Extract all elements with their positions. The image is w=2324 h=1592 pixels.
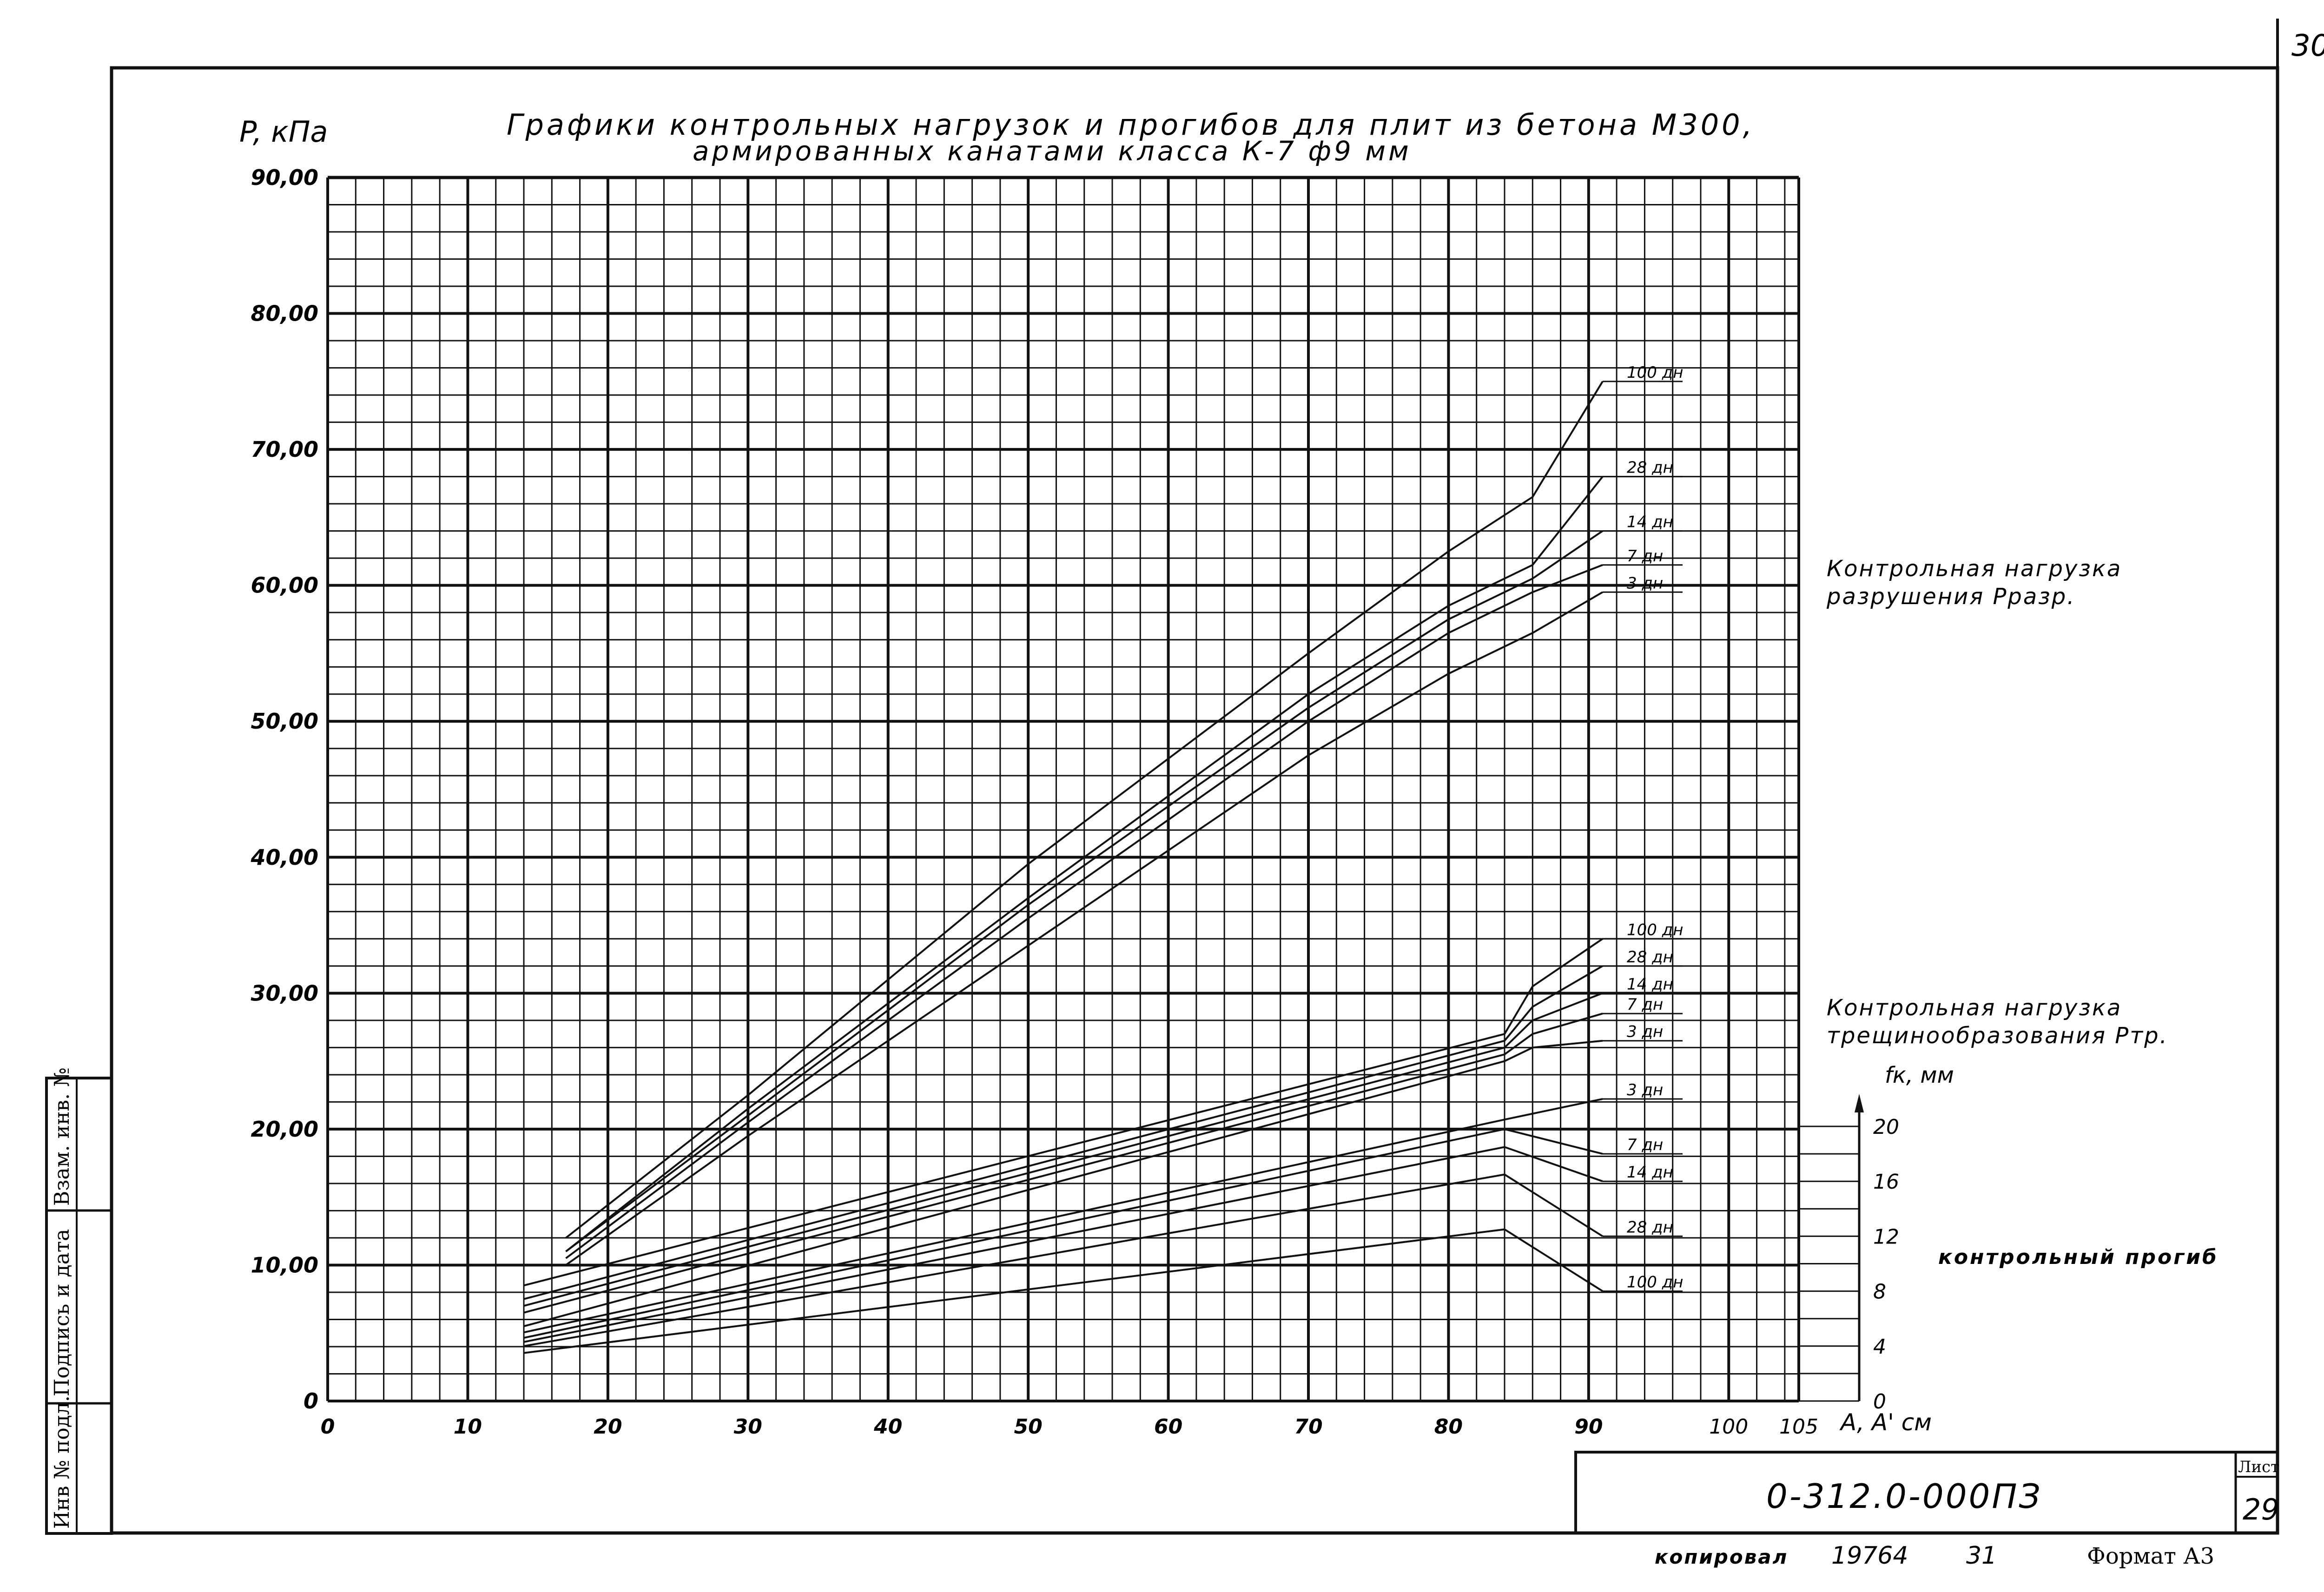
series-label: 7 дн xyxy=(1627,547,1663,566)
y-tick-label: 40,00 xyxy=(250,845,318,870)
series-label: 3 дн xyxy=(1627,1081,1663,1099)
series-line xyxy=(523,1128,1603,1339)
right-axis-tick-label: 0 xyxy=(1873,1390,1886,1414)
footer-num: 31 xyxy=(1966,1542,1997,1570)
crack-label-2: трещинообразования Ртр. xyxy=(1827,1023,2168,1049)
series-line xyxy=(523,1098,1603,1334)
x-tick-label: 50 xyxy=(1014,1415,1043,1439)
y-tick-label: 10,00 xyxy=(251,1252,318,1277)
stamp-sheet-label: Лист xyxy=(2238,1458,2279,1476)
y-tick-label: 70,00 xyxy=(251,437,318,462)
chart-grid xyxy=(326,176,1864,1402)
series-label: 7 дн xyxy=(1627,1136,1663,1154)
y-tick-label: 20,00 xyxy=(251,1117,318,1142)
series-line xyxy=(565,591,1604,1266)
footer-copier: копировал xyxy=(1655,1546,1788,1568)
series-line xyxy=(523,938,1604,1287)
x-tick-label: 100 xyxy=(1709,1415,1748,1439)
title-block: 0-312.0-000ПЗ Лист 29 xyxy=(1574,1451,2279,1534)
series-label: 14 дн xyxy=(1627,975,1673,993)
right-axis-tick-label: 4 xyxy=(1873,1335,1886,1359)
chart-series-labels: 100 дн 28 дн 14 дн 7 дн 3 дн 100 дн 28 дн 14 дн… xyxy=(1603,363,1683,1292)
title-line-1: Графики контрольных нагрузок и прогибов … xyxy=(507,108,1755,142)
side-stamp-inv: Инв № подл. xyxy=(50,1395,74,1529)
x-tick-label: 80 xyxy=(1434,1415,1463,1439)
series-label: 28 дн xyxy=(1627,459,1673,477)
side-stamp-replace: Взам. инв. № xyxy=(50,1067,74,1206)
x-tick-label: 90 xyxy=(1574,1415,1603,1439)
series-label: 100 дн xyxy=(1627,921,1683,939)
series-line xyxy=(565,564,1603,1259)
series-line xyxy=(565,381,1604,1239)
sheet-number: 30 xyxy=(2291,29,2324,63)
document-code: 0-312.0-000ПЗ xyxy=(1766,1477,2042,1516)
x-axis-label: A, A' см xyxy=(1839,1409,1932,1436)
series-line xyxy=(523,1039,1603,1328)
right-axis-tick-label: 16 xyxy=(1873,1170,1899,1194)
x-tick-label: 105 xyxy=(1779,1415,1818,1439)
series-label: 3 дн xyxy=(1627,1023,1663,1041)
y-tick-label: 80,00 xyxy=(251,301,318,326)
title-line-2: армированных канатами класса К-7 ф9 мм xyxy=(693,135,1412,167)
x-tick-label: 20 xyxy=(594,1415,622,1439)
series-line xyxy=(523,965,1604,1300)
side-stamp: Инв № подл. Подпись и дата Взам. инв. № xyxy=(45,1067,113,1535)
rupture-label-2: разрушения Рразр. xyxy=(1826,584,2076,610)
x-tick-label: 10 xyxy=(454,1415,482,1439)
series-label: 28 дн xyxy=(1627,1218,1673,1237)
series-line xyxy=(523,992,1603,1307)
chart-ticks: 0 10,00 20,00 30,00 40,00 50,00 60,00 70,00 80,0… xyxy=(250,165,1899,1439)
y-tick-label: 90,00 xyxy=(251,165,318,190)
right-axis-label: fк, мм xyxy=(1885,1062,1954,1088)
x-tick-label: 60 xyxy=(1154,1415,1182,1439)
y-tick-label: 50,00 xyxy=(251,709,318,734)
right-axis-tick-label: 20 xyxy=(1873,1115,1899,1139)
series-label: 100 дн xyxy=(1627,1273,1683,1292)
series-line xyxy=(523,1173,1604,1347)
x-tick-label: 30 xyxy=(734,1415,762,1439)
stamp-sheet-value: 29 xyxy=(2243,1493,2279,1526)
deflection-label: контрольный прогиб xyxy=(1938,1245,2218,1269)
crack-label-1: Контрольная нагрузка xyxy=(1827,995,2122,1021)
y-axis-label: P, кПа xyxy=(239,115,328,149)
series-line xyxy=(565,530,1604,1252)
right-axis-arrow xyxy=(1855,1094,1864,1113)
series-line xyxy=(523,1146,1603,1343)
footer-format: Формат А3 xyxy=(2087,1543,2214,1569)
x-tick-label: 70 xyxy=(1294,1415,1322,1439)
right-axis-tick-label: 8 xyxy=(1873,1280,1886,1304)
right-axis-tick-label: 12 xyxy=(1873,1225,1899,1249)
series-label: 14 дн xyxy=(1627,513,1673,532)
footer-order: 19764 xyxy=(1831,1542,1908,1570)
chart-series xyxy=(523,381,1604,1354)
series-label: 14 дн xyxy=(1627,1163,1673,1182)
x-tick-label: 40 xyxy=(873,1415,902,1439)
series-label: 3 дн xyxy=(1627,574,1663,592)
rupture-label-1: Контрольная нагрузка xyxy=(1827,556,2122,582)
series-line xyxy=(565,476,1604,1252)
sheet-frame xyxy=(110,66,2279,1535)
y-tick-label: 0 xyxy=(304,1388,318,1414)
x-tick-label: 0 xyxy=(321,1415,335,1439)
series-line xyxy=(523,1228,1604,1354)
series-label: 28 дн xyxy=(1627,948,1673,967)
series-label: 7 дн xyxy=(1627,995,1663,1014)
series-label: 100 дн xyxy=(1627,363,1683,382)
y-tick-label: 60,00 xyxy=(251,573,318,598)
side-stamp-sign: Подпись и дата xyxy=(50,1229,74,1396)
y-tick-label: 30,00 xyxy=(251,980,318,1006)
series-line xyxy=(523,1013,1603,1314)
